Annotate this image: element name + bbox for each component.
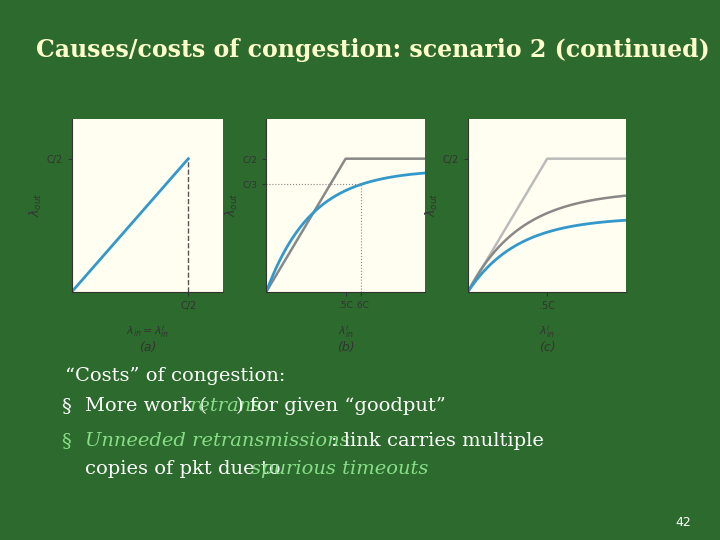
Text: (c): (c): [539, 341, 556, 354]
Y-axis label: $\lambda_{out}$: $\lambda_{out}$: [223, 193, 240, 218]
Text: 42: 42: [675, 516, 691, 529]
Text: (a): (a): [139, 341, 156, 354]
Text: spurious timeouts: spurious timeouts: [251, 460, 428, 478]
Text: (b): (b): [337, 341, 354, 354]
Text: copies of pkt due to: copies of pkt due to: [85, 460, 287, 478]
Text: Causes/costs of congestion: scenario 2 (continued): Causes/costs of congestion: scenario 2 (…: [36, 38, 710, 62]
Text: retrans: retrans: [189, 397, 261, 415]
Text: Unneeded retransmissions: Unneeded retransmissions: [85, 432, 350, 450]
Y-axis label: $\lambda_{out}$: $\lambda_{out}$: [28, 193, 44, 218]
Text: §: §: [61, 397, 71, 415]
Text: ) for given “goodput”: ) for given “goodput”: [236, 397, 446, 415]
Text: : link carries multiple: : link carries multiple: [331, 432, 544, 450]
Text: “Costs” of congestion:: “Costs” of congestion:: [65, 367, 285, 385]
Text: $\lambda^{\prime}_{in}$: $\lambda^{\prime}_{in}$: [539, 324, 555, 340]
Y-axis label: $\lambda_{out}$: $\lambda_{out}$: [424, 193, 440, 218]
Text: $\lambda_{in} = \lambda^{\prime}_{in}$: $\lambda_{in} = \lambda^{\prime}_{in}$: [126, 324, 169, 340]
Text: §: §: [61, 432, 71, 450]
Text: More work (: More work (: [85, 397, 207, 415]
Text: $\lambda^{\prime}_{in}$: $\lambda^{\prime}_{in}$: [338, 324, 354, 340]
